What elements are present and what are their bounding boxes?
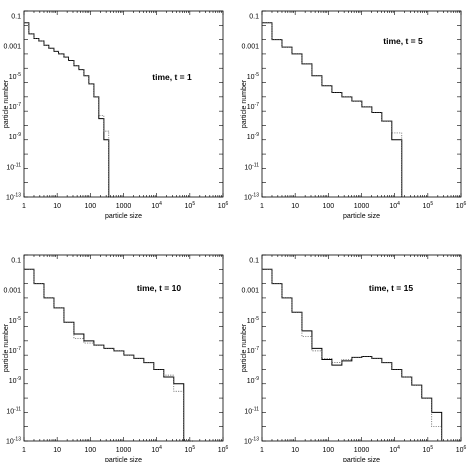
x-tick-label: 104 — [389, 445, 400, 454]
time-annotation: time, t = 5 — [383, 36, 423, 46]
y-tick-label: 10-7 — [247, 102, 259, 111]
x-tick-label: 106 — [218, 445, 229, 454]
solid-series-line — [262, 268, 443, 441]
y-tick-label: 10-11 — [244, 162, 259, 171]
y-tick-label: 10-13 — [244, 437, 259, 446]
y-tick-label: 0.001 — [3, 288, 21, 295]
y-tick-label: 0.1 — [249, 258, 259, 265]
x-tick-label: 1 — [260, 203, 264, 210]
x-tick-label: 10 — [53, 203, 61, 210]
y-axis-label: particle number — [241, 323, 248, 372]
y-tick-label: 10-13 — [244, 193, 259, 202]
x-tick-label: 1 — [22, 447, 26, 454]
x-tick-label: 105 — [185, 445, 196, 454]
y-tick-label: 10-11 — [6, 162, 21, 171]
y-tick-label: 0.001 — [241, 288, 259, 295]
panel-t1: 1 10 100 1000 104 105 106 0.1 0.001 10-5 10-7 10-9 1… — [3, 10, 229, 220]
y-tick-label: 10-9 — [247, 376, 259, 385]
x-tick-label: 10 — [291, 447, 299, 454]
y-tick-label: 10-13 — [6, 193, 21, 202]
y-tick-label: 10-5 — [247, 72, 259, 81]
x-tick-label: 104 — [151, 445, 162, 454]
x-tick-label: 1 — [22, 203, 26, 210]
y-tick-label: 10-7 — [9, 346, 21, 355]
y-tick-label: 10-9 — [9, 132, 21, 141]
x-axis-label: particle size — [343, 213, 380, 220]
plot-frame — [261, 254, 462, 442]
y-tick-label: 10-11 — [6, 406, 21, 415]
dotted-series-line — [24, 22, 114, 198]
y-tick-label: 10-11 — [244, 406, 259, 415]
solid-series-line — [24, 268, 194, 442]
x-tick-label: 105 — [423, 201, 434, 210]
x-tick-label: 105 — [185, 201, 196, 210]
x-tick-label: 104 — [151, 201, 162, 210]
dotted-series-line — [24, 268, 194, 442]
x-tick-label: 100 — [322, 203, 334, 210]
x-axis-label: particle size — [343, 457, 380, 462]
y-tick-label: 10-5 — [247, 316, 259, 325]
y-axis-label: particle number — [3, 79, 10, 128]
x-tick-label: 105 — [423, 445, 434, 454]
dotted-series-line — [262, 22, 403, 197]
y-tick-label: 10-9 — [247, 132, 259, 141]
y-tick-label: 10-5 — [9, 72, 21, 81]
x-tick-label: 1000 — [354, 203, 370, 210]
x-tick-label: 100 — [84, 447, 96, 454]
x-tick-label: 100 — [84, 203, 96, 210]
plot-frame — [23, 254, 224, 442]
x-tick-label: 100 — [322, 447, 334, 454]
x-tick-label: 106 — [456, 201, 467, 210]
x-tick-label: 104 — [389, 201, 400, 210]
x-tick-label: 106 — [456, 445, 467, 454]
panel-t15: 1 10 100 1000 104 105 106 0.1 0.001 10-5 10-7 10-9 1… — [241, 254, 467, 462]
x-tick-label: 1000 — [116, 447, 132, 454]
panel-t5: 1 10 100 1000 104 105 106 0.1 0.001 10-5 10-7 10-9 1… — [241, 10, 467, 220]
time-annotation: time, t = 15 — [369, 283, 413, 293]
solid-series-line — [24, 22, 114, 198]
x-tick-label: 10 — [291, 203, 299, 210]
x-tick-label: 106 — [218, 201, 229, 210]
panel-t10: 1 10 100 1000 104 105 106 0.1 0.001 10-5 10-7 10-9 1… — [3, 254, 229, 462]
x-axis-label: particle size — [105, 213, 142, 220]
y-tick-label: 0.1 — [249, 14, 259, 21]
y-tick-label: 0.001 — [241, 44, 259, 51]
y-tick-label: 10-13 — [6, 437, 21, 446]
y-tick-label: 10-7 — [9, 102, 21, 111]
y-tick-label: 0.1 — [11, 14, 21, 21]
y-axis-label: particle number — [3, 323, 10, 372]
plot-frame — [23, 10, 224, 198]
time-annotation: time, t = 1 — [152, 72, 192, 82]
time-annotation: time, t = 10 — [137, 283, 181, 293]
x-tick-label: 1 — [260, 447, 264, 454]
solid-series-line — [262, 22, 403, 197]
x-tick-label: 1000 — [354, 447, 370, 454]
x-tick-label: 1000 — [116, 203, 132, 210]
y-tick-label: 0.001 — [3, 44, 21, 51]
y-tick-label: 0.1 — [11, 258, 21, 265]
dotted-series-line — [262, 268, 443, 441]
x-tick-label: 10 — [53, 447, 61, 454]
y-tick-label: 10-7 — [247, 346, 259, 355]
y-tick-label: 10-5 — [9, 316, 21, 325]
y-tick-label: 10-9 — [9, 376, 21, 385]
x-axis-label: particle size — [105, 457, 142, 462]
y-axis-label: particle number — [241, 79, 248, 128]
